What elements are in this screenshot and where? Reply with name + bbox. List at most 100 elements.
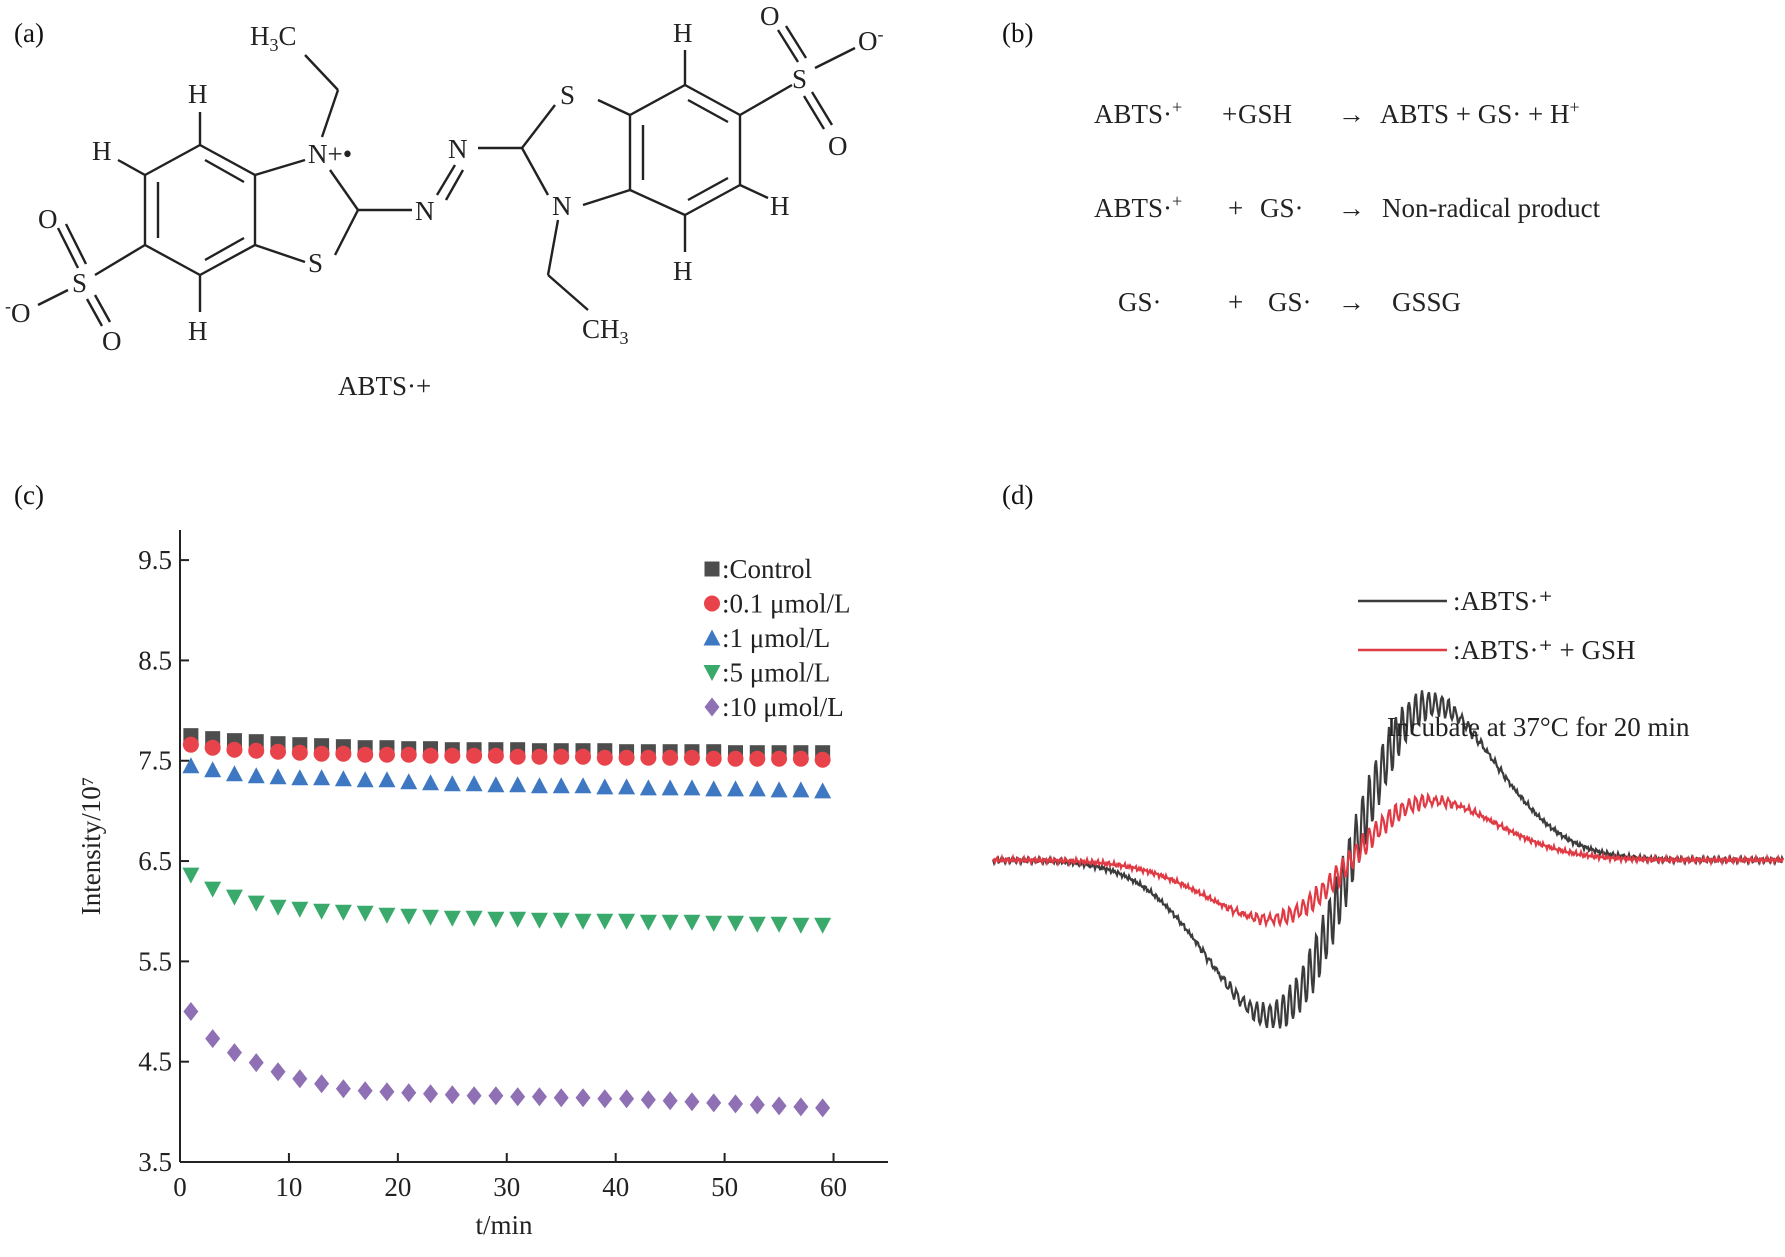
chart-d-legend: :ABTS·⁺:ABTS·⁺ + GSH Incubate at 37°C for… xyxy=(1358,586,1690,742)
x-tick-label: 30 xyxy=(493,1172,520,1202)
x-tick-label: 50 xyxy=(711,1172,738,1202)
data-point-series-3 xyxy=(770,916,788,933)
data-point-series-1 xyxy=(618,749,635,766)
data-point-series-2 xyxy=(313,769,331,786)
data-point-series-1 xyxy=(466,747,483,764)
x-axis-label: t/min xyxy=(475,1210,533,1240)
data-point-series-4 xyxy=(379,1082,395,1102)
reaction-scheme: ABTS·+ + GSH → ABTS + GS· + H+ ABTS·+ + … xyxy=(1094,97,1601,317)
reaction-2-plus: + xyxy=(1228,193,1243,223)
data-point-series-3 xyxy=(509,911,527,928)
structure-bonds xyxy=(37,25,856,327)
data-point-series-1 xyxy=(662,749,679,766)
data-point-series-4 xyxy=(183,1002,199,1022)
data-point-series-4 xyxy=(531,1087,547,1107)
atom-ch3: CH3 xyxy=(582,314,629,348)
x-tick-label: 0 xyxy=(173,1172,187,1202)
data-point-series-1 xyxy=(575,748,592,765)
legend-label-d-1: :ABTS·⁺ + GSH xyxy=(1453,635,1636,665)
data-point-series-2 xyxy=(334,770,352,787)
epr-spectra-chart: :ABTS·⁺:ABTS·⁺ + GSH Incubate at 37°C for… xyxy=(991,586,1785,1029)
data-point-series-2 xyxy=(661,779,679,796)
legend-marker-3 xyxy=(703,665,721,681)
data-point-series-3 xyxy=(487,911,505,928)
data-point-series-1 xyxy=(487,747,504,764)
x-tick-label: 10 xyxy=(275,1172,302,1202)
data-point-series-1 xyxy=(400,746,417,763)
legend-marker-0 xyxy=(704,561,720,577)
data-point-series-4 xyxy=(335,1079,351,1099)
data-point-series-1 xyxy=(204,739,221,756)
data-point-series-4 xyxy=(270,1062,286,1082)
data-point-series-2 xyxy=(727,780,745,797)
data-point-series-2 xyxy=(770,781,788,798)
y-tick-label: 7.5 xyxy=(138,746,172,776)
data-point-series-3 xyxy=(727,915,745,932)
panel-label-a: (a) xyxy=(14,18,44,48)
atom-h-top-right: H xyxy=(673,18,693,48)
data-point-series-2 xyxy=(182,757,200,774)
data-point-series-4 xyxy=(488,1086,504,1106)
data-point-series-1 xyxy=(270,743,287,760)
legend-label-1: :0.1 μmol/L xyxy=(722,589,850,619)
data-point-series-3 xyxy=(661,914,679,931)
data-point-series-3 xyxy=(378,907,396,924)
data-point-series-2 xyxy=(269,768,287,785)
data-point-series-3 xyxy=(465,910,483,927)
data-point-series-3 xyxy=(552,912,570,929)
atom-s-sulfonate-right: S xyxy=(792,64,807,94)
data-point-series-1 xyxy=(640,749,657,766)
data-point-series-1 xyxy=(727,750,744,767)
panel-label-b: (b) xyxy=(1002,18,1034,48)
x-tick-label: 40 xyxy=(602,1172,629,1202)
reaction-3-plus: + xyxy=(1228,287,1243,317)
data-point-series-1 xyxy=(531,748,548,765)
data-point-series-3 xyxy=(247,895,265,912)
data-point-series-4 xyxy=(640,1090,656,1110)
data-point-series-3 xyxy=(400,908,418,925)
reaction-1-plus: + xyxy=(1222,99,1237,129)
atom-n-azo1: N xyxy=(415,196,435,226)
data-point-series-2 xyxy=(225,765,243,782)
data-point-series-2 xyxy=(814,782,832,799)
y-tick-label: 9.5 xyxy=(138,545,172,575)
data-point-series-1 xyxy=(705,750,722,767)
atom-s-left: S xyxy=(308,248,323,278)
data-point-series-4 xyxy=(248,1053,264,1073)
atom-h-bottom-right: H xyxy=(673,256,693,286)
data-point-series-2 xyxy=(618,778,636,795)
reaction-3-products: GSSG xyxy=(1392,287,1461,317)
y-tick-label: 3.5 xyxy=(138,1147,172,1177)
legend-label-4: :10 μmol/L xyxy=(722,692,844,722)
reaction-1-products: ABTS + GS· + H+ xyxy=(1380,97,1580,129)
legend-marker-1 xyxy=(704,595,720,612)
chart-d-lines xyxy=(991,690,1785,1029)
data-point-series-2 xyxy=(465,775,483,792)
data-point-series-2 xyxy=(596,778,614,795)
data-point-series-2 xyxy=(705,780,723,797)
data-point-series-4 xyxy=(597,1089,613,1109)
data-point-series-4 xyxy=(575,1088,591,1108)
data-point-series-3 xyxy=(705,915,723,932)
data-point-series-4 xyxy=(706,1093,722,1113)
data-point-series-4 xyxy=(314,1074,330,1094)
atom-n-right: N xyxy=(552,191,572,221)
atom-h-right: H xyxy=(770,191,790,221)
reaction-1-arrow: → xyxy=(1338,99,1365,129)
data-point-series-1 xyxy=(291,744,308,761)
data-point-series-1 xyxy=(509,748,526,765)
data-point-series-1 xyxy=(771,750,788,767)
data-point-series-2 xyxy=(530,777,548,794)
data-point-series-2 xyxy=(509,776,527,793)
reaction-2-products: Non-radical product xyxy=(1382,193,1601,223)
data-point-series-2 xyxy=(291,769,309,786)
data-point-series-2 xyxy=(204,761,222,778)
atom-o-left-top: O xyxy=(38,204,58,234)
atom-s-sulfonate-left: S xyxy=(72,268,87,298)
atom-o-left-bottom: O xyxy=(102,326,122,356)
y-tick-label: 6.5 xyxy=(138,846,172,876)
data-point-series-4 xyxy=(423,1084,439,1104)
data-point-series-3 xyxy=(618,913,636,930)
data-point-series-2 xyxy=(748,780,766,797)
data-point-series-3 xyxy=(422,909,440,926)
